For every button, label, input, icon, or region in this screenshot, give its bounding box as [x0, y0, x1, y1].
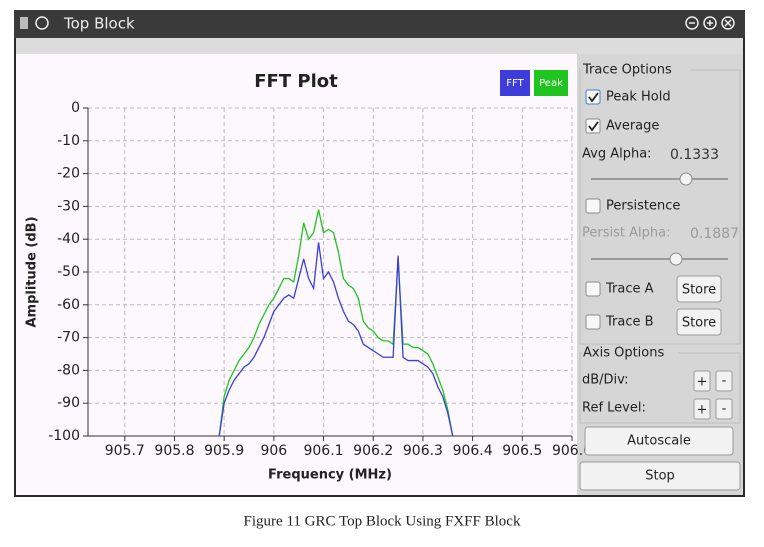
y-tick-label: -50 — [57, 264, 80, 280]
legend-swatch — [534, 70, 568, 96]
plus-button[interactable] — [693, 398, 711, 420]
x-tick-label: 905.8 — [154, 443, 194, 459]
field-label: Persist Alpha: — [582, 226, 670, 241]
button-label: Store — [682, 316, 716, 331]
field-label: dB/Div: — [582, 373, 629, 388]
y-tick-label: -80 — [57, 362, 80, 378]
side-panel — [577, 54, 743, 495]
y-tick-label: -20 — [57, 166, 80, 182]
y-tick-label: -70 — [57, 330, 80, 346]
button-label: - — [722, 374, 727, 389]
y-tick-label: -40 — [57, 231, 80, 247]
checkbox[interactable] — [585, 281, 601, 297]
x-tick-label: 906.6 — [552, 443, 592, 459]
x-tick-label: 906.1 — [303, 443, 343, 459]
autoscale-button[interactable] — [584, 426, 734, 456]
y-tick-label: -60 — [57, 297, 80, 313]
slider-handle[interactable] — [669, 252, 683, 266]
checkbox[interactable] — [585, 198, 601, 214]
y-tick-label: -100 — [48, 428, 80, 444]
x-tick-label: 906.3 — [403, 443, 443, 459]
x-tick-label: 906.4 — [453, 443, 493, 459]
field-value: 0.1887 — [690, 226, 739, 242]
plus-button[interactable] — [693, 370, 711, 392]
store-button[interactable] — [676, 275, 722, 303]
checkbox[interactable] — [585, 118, 601, 134]
button-label: Store — [682, 283, 716, 298]
checkbox-label: Peak Hold — [606, 90, 671, 105]
trace-line — [218, 209, 454, 436]
chart-title: FFT Plot — [254, 71, 338, 92]
group-label-bg — [582, 62, 690, 78]
button-label: Stop — [645, 469, 675, 484]
checkbox-label: Trace B — [605, 315, 654, 330]
button-label: + — [697, 375, 708, 390]
check-mark — [588, 92, 599, 103]
x-tick-label: 906 — [260, 443, 287, 459]
stop-button[interactable] — [579, 461, 741, 491]
button-label: + — [697, 403, 708, 418]
x-tick-label: 906.5 — [502, 443, 542, 459]
checkbox-label: Persistence — [606, 199, 680, 214]
legend-label: Peak — [539, 78, 563, 89]
y-tick-label: -90 — [57, 395, 80, 411]
legend-label: FFT — [506, 78, 524, 89]
group-title: Axis Options — [583, 346, 664, 361]
group-title: Trace Options — [582, 63, 672, 78]
field-value: 0.1333 — [670, 147, 719, 163]
button-label: - — [722, 402, 727, 417]
checkbox[interactable] — [585, 89, 601, 105]
window-title: Top Block — [63, 15, 135, 33]
menu-strip — [16, 38, 743, 54]
y-tick-label: 0 — [71, 100, 80, 116]
y-axis-label: Amplitude (dB) — [25, 216, 40, 327]
window-icon — [35, 16, 49, 30]
checkbox-label: Average — [606, 119, 659, 134]
chart: FFT Plot Frequency (MHz) Amplitude (dB) … — [25, 70, 592, 483]
title-bar — [14, 10, 745, 38]
figure-caption: Figure 11 GRC Top Block Using FXFF Block — [244, 513, 521, 529]
button-label: Autoscale — [627, 434, 691, 449]
check-mark — [588, 121, 599, 132]
minus-button[interactable] — [715, 370, 733, 392]
field-label: Ref Level: — [582, 401, 646, 416]
group-label-bg — [582, 345, 678, 361]
field-label: Avg Alpha: — [582, 147, 652, 162]
slider-handle[interactable] — [679, 172, 693, 186]
x-tick-label: 905.7 — [105, 443, 145, 459]
checkbox-label: Trace A — [605, 282, 654, 297]
controls: Trace Options Peak Hold Average Avg Alph… — [579, 62, 741, 491]
x-tick-label: 906.2 — [353, 443, 393, 459]
y-tick-label: -30 — [57, 198, 80, 214]
x-axis-label: Frequency (MHz) — [268, 468, 392, 483]
store-button[interactable] — [676, 308, 722, 336]
checkbox[interactable] — [585, 314, 601, 330]
legend-swatch — [500, 70, 530, 96]
minimize-button[interactable] — [685, 16, 699, 30]
plot-area — [16, 54, 577, 495]
app-icon — [20, 17, 28, 29]
maximize-button[interactable] — [703, 16, 717, 30]
trace-line — [218, 242, 454, 436]
x-tick-label: 905.9 — [204, 443, 244, 459]
y-tick-label: -10 — [57, 133, 80, 149]
close-button[interactable] — [721, 16, 735, 30]
minus-button[interactable] — [715, 398, 733, 420]
